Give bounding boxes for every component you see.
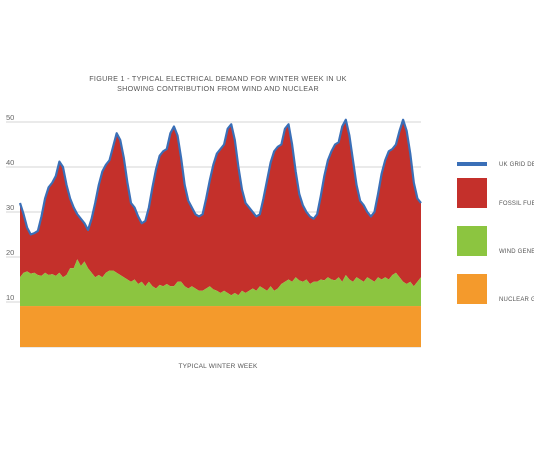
x-axis-label: TYPICAL WINTER WEEK — [178, 363, 258, 370]
plot-areas — [18, 118, 422, 347]
legend-entry-4-swatch — [457, 274, 487, 304]
y-tick-10: 10 — [6, 293, 14, 302]
chart-title-line1: FIGURE 1 - TYPICAL ELECTRICAL DEMAND FOR… — [89, 74, 347, 83]
legend: UK GRID DE FOSSIL FUE WIND GENE NUCLEAR G — [457, 162, 534, 304]
uk-grid-demand-line — [18, 118, 422, 236]
legend-entry-1-label: UK GRID DE — [499, 162, 534, 168]
y-axis-ticks: 10 20 30 40 50 — [6, 113, 14, 302]
legend-entry-2-swatch — [457, 178, 487, 208]
y-tick-30: 30 — [6, 203, 14, 212]
y-tick-40: 40 — [6, 158, 14, 167]
legend-entry-1-swatch — [457, 162, 487, 166]
legend-entry-4-label: NUCLEAR G — [499, 297, 534, 303]
legend-entry-3-swatch — [457, 226, 487, 256]
chart-title-line2: SHOWING CONTRIBUTION FROM WIND AND NUCLE… — [117, 84, 319, 93]
wind-generation-area — [20, 259, 421, 307]
y-tick-50: 50 — [6, 113, 14, 122]
y-tick-20: 20 — [6, 248, 14, 257]
legend-entry-3-label: WIND GENE — [499, 249, 534, 255]
fossil-fuel-area — [20, 119, 421, 296]
nuclear-generation-area — [20, 306, 421, 347]
legend-entry-2-label: FOSSIL FUE — [499, 201, 534, 207]
